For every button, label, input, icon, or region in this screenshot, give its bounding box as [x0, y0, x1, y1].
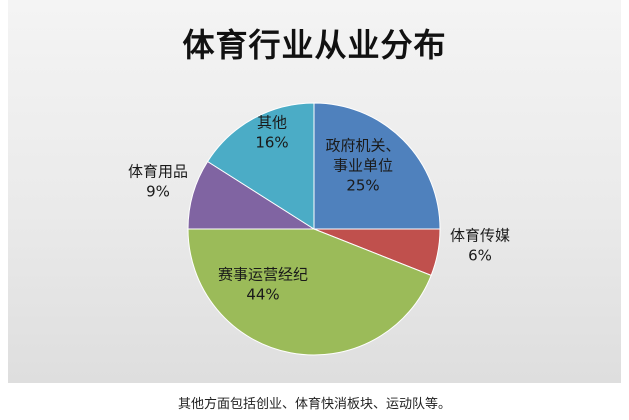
- pie-slice-event-operation: [187, 228, 432, 356]
- pie-chart: 政府机关、事业单位 25% 体育传媒 6% 赛事运营经纪 44% 体育用品 9% 其他 16%: [128, 102, 510, 356]
- chart-frame: 体育行业从业分布 政府机关、事业单位 25% 体育传媒 6% 赛事运营经纪 44% 体育用品…: [8, 0, 621, 383]
- slice-value-label: 9%: [146, 183, 170, 201]
- slice-category-label: 政府机关、: [325, 137, 400, 155]
- slice-category-label: 事业单位: [333, 157, 393, 175]
- pie-slice-other: [206, 102, 315, 230]
- slice-category-label: 体育传媒: [450, 227, 510, 245]
- slice-category-label: 体育用品: [128, 163, 188, 181]
- slice-label-event-operation: 赛事运营经纪 44%: [218, 266, 308, 304]
- slice-value-label: 16%: [255, 134, 288, 152]
- slice-value-label: 44%: [246, 286, 279, 304]
- slice-label-other: 其他 16%: [255, 114, 288, 152]
- figure-caption: 其他方面包括创业、体育快消板块、运动队等。: [177, 397, 451, 412]
- slice-category-label: 赛事运营经纪: [218, 266, 308, 284]
- pie-slice-government: [313, 102, 441, 230]
- slice-value-label: 6%: [468, 247, 492, 265]
- slice-label-media: 体育传媒 6%: [450, 227, 510, 265]
- slice-label-sporting-goods: 体育用品 9%: [128, 163, 188, 201]
- slice-category-label: 其他: [257, 114, 287, 132]
- slice-value-label: 25%: [346, 177, 379, 195]
- slice-label-government: 政府机关、事业单位 25%: [325, 137, 400, 195]
- chart-title: 体育行业从业分布: [182, 26, 447, 64]
